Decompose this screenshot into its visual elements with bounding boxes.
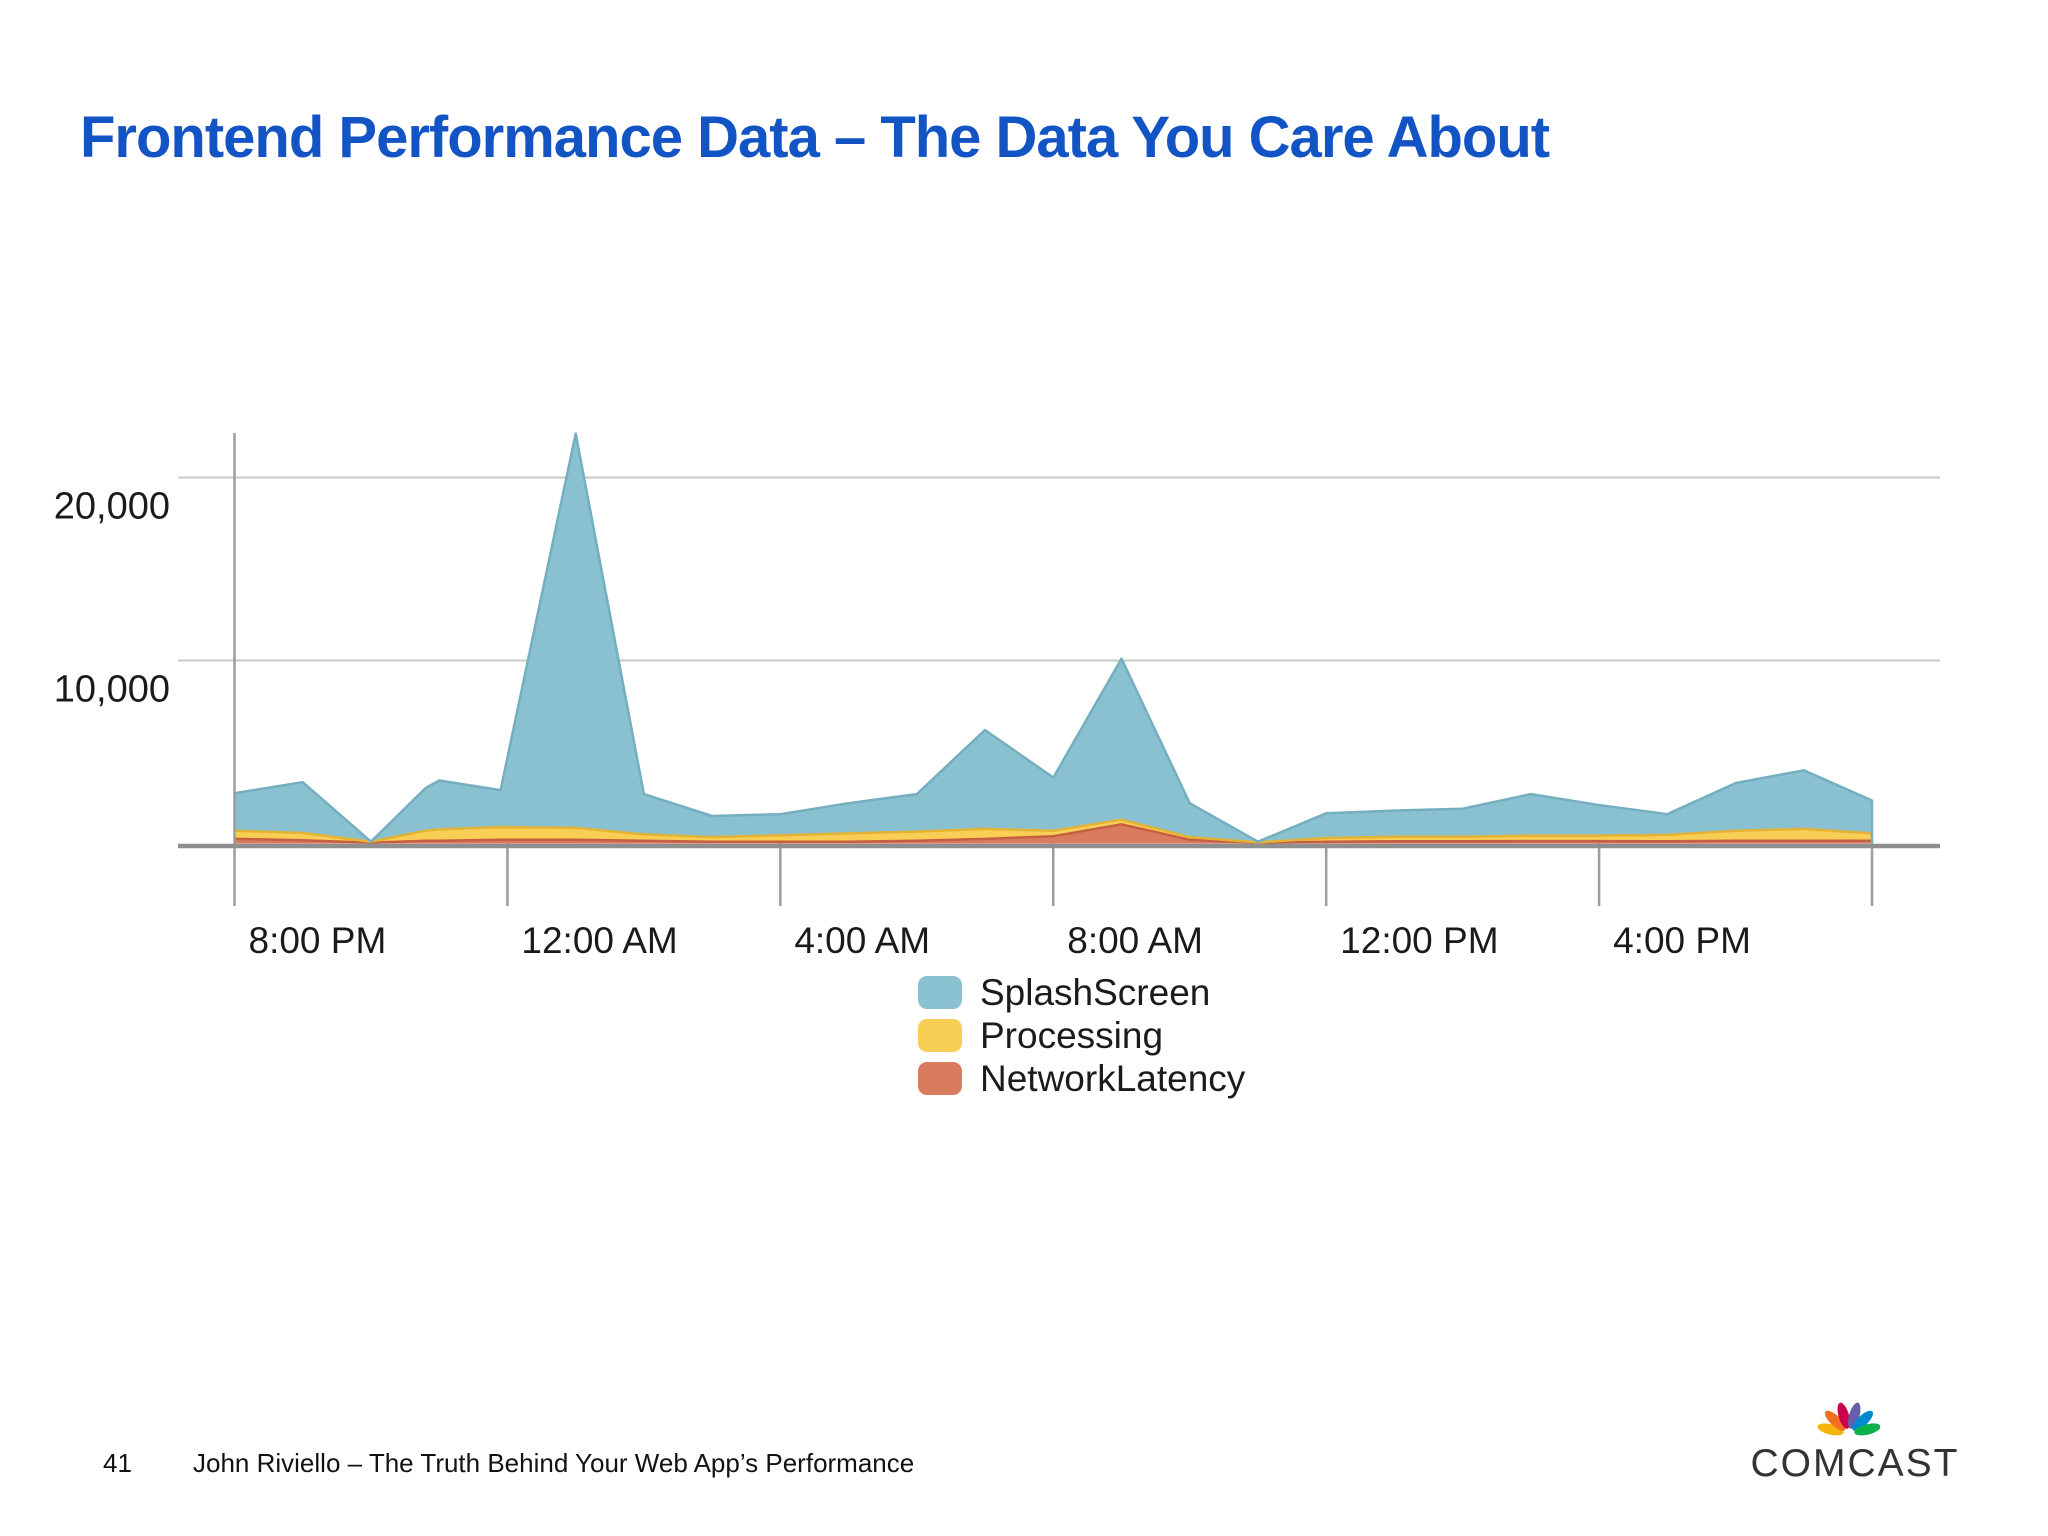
legend-swatch-splashscreen (918, 975, 962, 1009)
comcast-logo: COMCAST (1750, 1398, 1960, 1494)
edge-networklatency (234, 823, 1872, 845)
legend-label: SplashScreen (980, 971, 1211, 1013)
nbc-peacock-icon (1818, 1402, 1880, 1436)
slide-number: 41 (103, 1448, 132, 1478)
legend-swatch-processing (918, 1018, 962, 1052)
legend-label: NetworkLatency (980, 1057, 1246, 1099)
x-tick-label: 4:00 AM (794, 920, 930, 961)
edge-processing (234, 818, 1873, 844)
peacock-feather (1824, 1410, 1846, 1431)
legend-label: Processing (980, 1014, 1164, 1056)
peacock-feather (1837, 1402, 1850, 1429)
legend-item-processing: Processing (918, 1014, 1245, 1056)
y-tick-label: 10,000 (54, 669, 170, 711)
legend-swatch-networklatency (918, 1061, 962, 1095)
footer-text: John Riviello – The Truth Behind Your We… (193, 1448, 915, 1478)
chart-legend: SplashScreen Processing NetworkLatency (918, 971, 1246, 1099)
x-tick-label: 8:00 AM (1067, 920, 1203, 961)
legend-item-splashscreen: SplashScreen (918, 971, 1245, 1013)
x-tick-label: 12:00 AM (521, 920, 677, 961)
x-tick-label: 8:00 PM (249, 920, 387, 961)
edge-splashscreen (234, 432, 1874, 844)
comcast-wordmark: COMCAST (1750, 1442, 1960, 1485)
x-tick-label: 12:00 PM (1340, 920, 1498, 961)
peacock-feather (1852, 1410, 1874, 1431)
area-splashscreen (234, 433, 1872, 843)
peacock-feather (1848, 1402, 1861, 1429)
x-tick-label: 4:00 PM (1613, 920, 1751, 961)
peacock-feather (1854, 1423, 1880, 1436)
y-tick-label: 20,000 (54, 486, 170, 528)
page-title: Frontend Performance Data – The Data You… (80, 105, 1550, 170)
legend-item-networklatency: NetworkLatency (918, 1057, 1246, 1099)
